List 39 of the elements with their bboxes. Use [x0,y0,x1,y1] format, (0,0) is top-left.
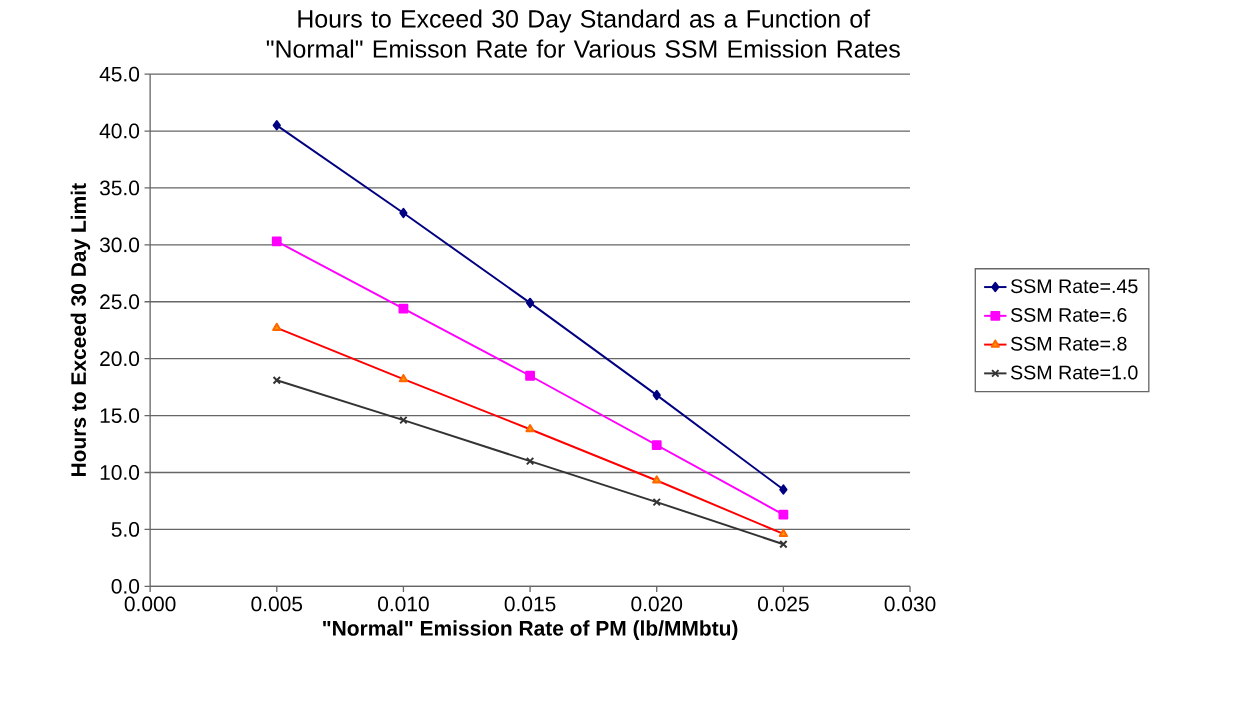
point [525,370,535,381]
x-tick-label: 0.015 [504,596,556,612]
y-tick-label: 15.0 [100,408,140,423]
y-tick-label: 25.0 [100,294,140,310]
point [272,375,281,385]
point [652,497,661,507]
point [525,456,535,466]
legend-label: SSM Rate=.8 [1010,336,1127,351]
x-tick-label: 0.030 [884,596,936,612]
x-tick-label: 0.005 [251,596,303,612]
legend-label: SSM Rate=.45 [1010,279,1138,294]
point [651,440,662,450]
legend-label: SSM Rate=.6 [1010,307,1127,322]
point [272,120,281,131]
x-tick-label: 0.010 [378,596,429,612]
y-tick-label: 30.0 [99,237,140,253]
point [525,297,535,308]
legend-label: SSM Rate=1.0 [1010,365,1138,380]
chart-title: Hours to Exceed 30 Day Standard as a Function of "Normal" Emisson Rate for Various SSM Emission Rates [266,9,900,58]
point [778,509,789,520]
x-tick-label: 0.000 [124,596,176,612]
y-tick-label: 20.0 [100,351,140,366]
y-tick-label: 45.0 [99,66,140,82]
x-tick-label: 0.025 [758,596,809,612]
y-tick-label: 40.0 [99,123,140,139]
x-axis-title: "Normal" Emission Rate of PM (lb/MMbtu) [323,620,738,640]
y-tick-label: 10.0 [100,465,140,480]
point [271,236,282,247]
y-axis-title: Hours to Exceed 30 Day Limit [70,183,91,476]
y-tick-label: 35.0 [99,180,140,196]
y-tick-label: 5.0 [111,521,140,537]
point [399,207,408,219]
point [399,415,408,425]
point [398,303,409,314]
x-tick-label: 0.020 [631,596,683,612]
point [652,389,661,401]
point [779,484,788,495]
y-tick-label: 0.0 [111,578,140,594]
point [779,539,788,549]
